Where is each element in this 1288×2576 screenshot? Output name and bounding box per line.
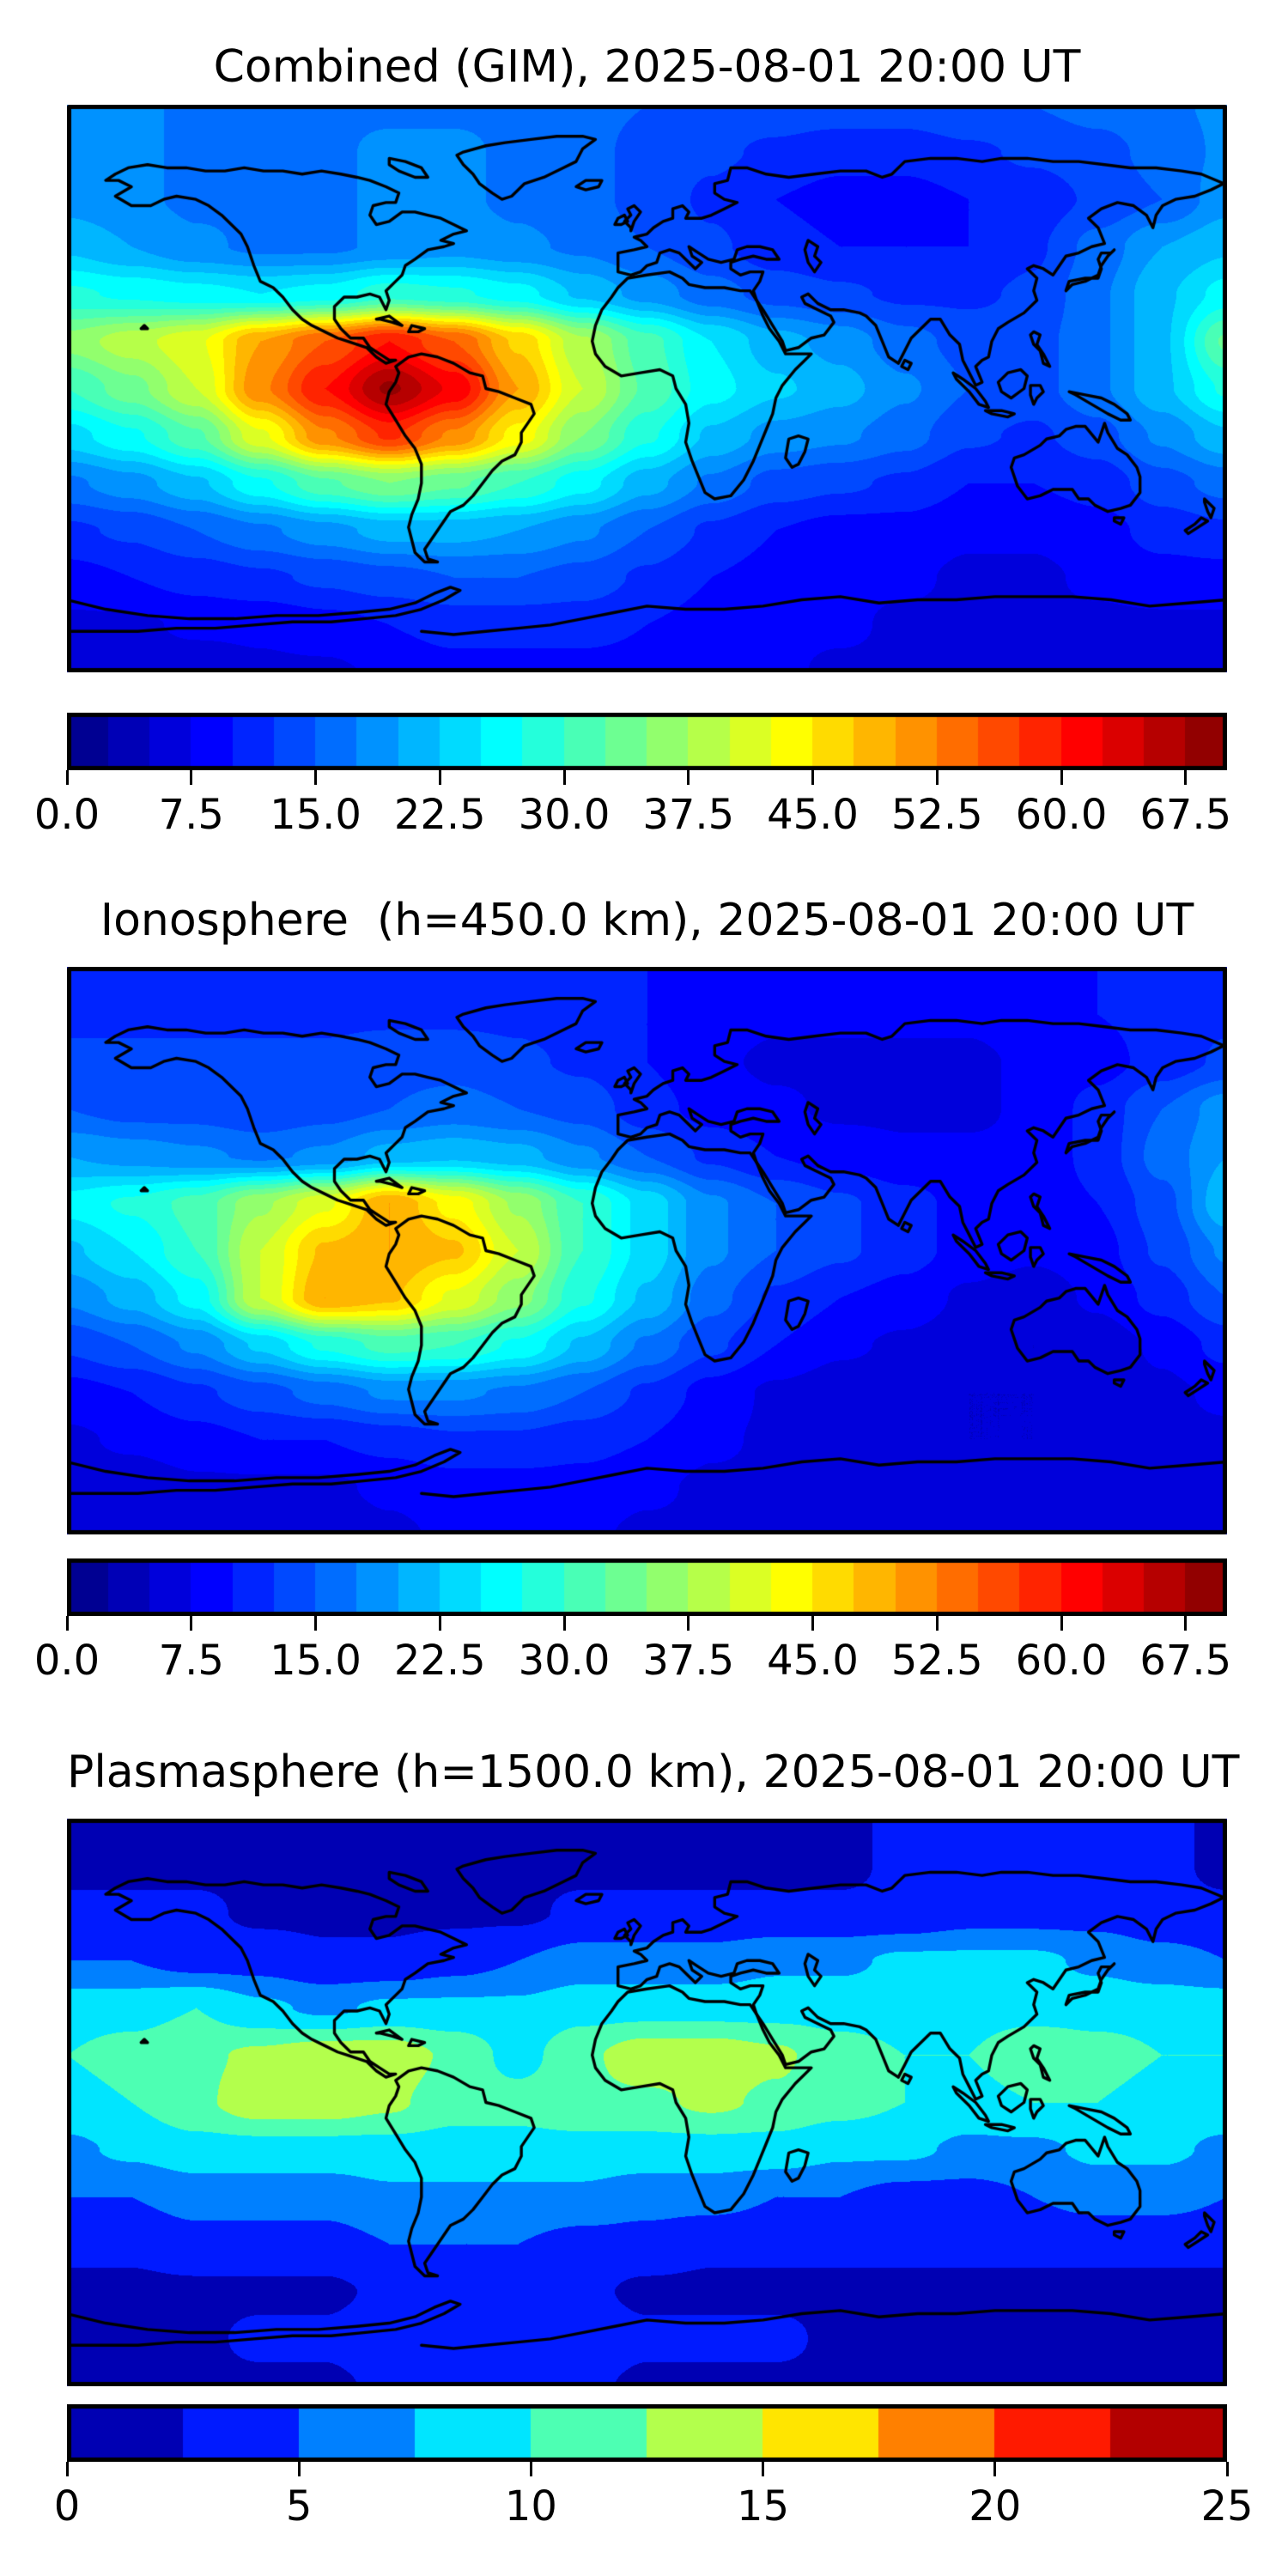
- map-canvas-plasmasphere: [67, 1819, 1227, 2386]
- colorbar-tick-label: 45.0: [767, 1637, 859, 1685]
- colorbar-tick-label: 30.0: [518, 1637, 611, 1685]
- colorbar-tick-label: 52.5: [890, 791, 983, 839]
- colorbar-ticks-plasmasphere: 0 5 10 15 20 25: [54, 2462, 1254, 2573]
- colorbar-ticks-ionosphere: 0.0 7.5 15.0 22.5 30.0 37.5 45.0 52.5 60.0 67.5: [34, 1616, 1231, 1728]
- colorbar-tick-mark: [314, 1616, 317, 1631]
- colorbar-tick-mark: [935, 1616, 939, 1631]
- colorbar-tick-label: 67.5: [1139, 1637, 1232, 1685]
- colorbar-tick-mark: [762, 2462, 765, 2476]
- colorbar-tick-label: 37.5: [642, 791, 735, 839]
- colorbar-tick-label: 45.0: [767, 791, 859, 839]
- colorbar-tick-label: 67.5: [1139, 791, 1232, 839]
- colorbar-tick-mark: [65, 2462, 69, 2476]
- colorbar-plasmasphere: [67, 2404, 1227, 2462]
- colorbar-tick-label: 10: [504, 2482, 557, 2530]
- colorbar-tick-mark: [190, 770, 193, 785]
- colorbar-tick-label: 15: [737, 2482, 790, 2530]
- colorbar-tick-mark: [1184, 1616, 1188, 1631]
- colorbar-combined: [67, 713, 1227, 770]
- colorbar-tick-label: 37.5: [642, 1637, 735, 1685]
- colorbar-tick-label: 15.0: [270, 791, 361, 839]
- colorbar-tick-mark: [438, 770, 441, 785]
- colorbar-tick-mark: [1184, 770, 1188, 785]
- colorbar-tick-mark: [562, 770, 566, 785]
- colorbar-tick-mark: [65, 770, 69, 785]
- colorbar-tick-label: 22.5: [393, 1637, 486, 1685]
- colorbar-ionosphere: [67, 1558, 1227, 1616]
- colorbar-tick-label: 5: [285, 2482, 313, 2530]
- colorbar-tick-mark: [687, 1616, 690, 1631]
- map-canvas-combined: [67, 105, 1227, 672]
- colorbar-tick-mark: [190, 1616, 193, 1631]
- colorbar-tick-label: 0.0: [33, 1637, 100, 1685]
- colorbar-tick-mark: [1060, 770, 1063, 785]
- colorbar-tick-label: 60.0: [1015, 1637, 1108, 1685]
- colorbar-ticks-combined: 0.0 7.5 15.0 22.5 30.0 37.5 45.0 52.5 60.0 67.5: [34, 770, 1231, 882]
- colorbar-tick-mark: [687, 770, 690, 785]
- colorbar-tick-mark: [811, 770, 814, 785]
- colorbar-tick-mark: [1060, 1616, 1063, 1631]
- colorbar-tick-mark: [65, 1616, 69, 1631]
- colorbar-tick-mark: [314, 770, 317, 785]
- colorbar-tick-mark: [297, 2462, 301, 2476]
- colorbar-tick-label: 0.0: [33, 791, 100, 839]
- colorbar-tick-mark: [529, 2462, 532, 2476]
- colorbar-tick-mark: [1225, 2462, 1229, 2476]
- colorbar-tick-label: 60.0: [1015, 791, 1108, 839]
- colorbar-tick-mark: [935, 770, 939, 785]
- colorbar-tick-label: 7.5: [158, 791, 224, 839]
- map-canvas-ionosphere: [67, 967, 1227, 1534]
- colorbar-tick-label: 22.5: [393, 791, 486, 839]
- colorbar-tick-label: 30.0: [518, 791, 611, 839]
- colorbar-tick-mark: [562, 1616, 566, 1631]
- panel-title-combined: Combined (GIM), 2025-08-01 20:00 UT: [213, 41, 1081, 93]
- colorbar-tick-label: 15.0: [270, 1637, 361, 1685]
- colorbar-tick-mark: [993, 2462, 997, 2476]
- colorbar-tick-label: 52.5: [890, 1637, 983, 1685]
- colorbar-tick-label: 20: [969, 2482, 1022, 2530]
- panel-title-plasmasphere: Plasmasphere (h=1500.0 km), 2025-08-01 2…: [67, 1747, 1240, 1798]
- colorbar-tick-label: 0: [53, 2482, 81, 2530]
- colorbar-tick-label: 7.5: [158, 1637, 224, 1685]
- colorbar-tick-mark: [811, 1616, 814, 1631]
- colorbar-tick-mark: [438, 1616, 441, 1631]
- colorbar-tick-label: 25: [1200, 2482, 1254, 2530]
- panel-title-ionosphere: Ionosphere (h=450.0 km), 2025-08-01 20:0…: [100, 895, 1194, 946]
